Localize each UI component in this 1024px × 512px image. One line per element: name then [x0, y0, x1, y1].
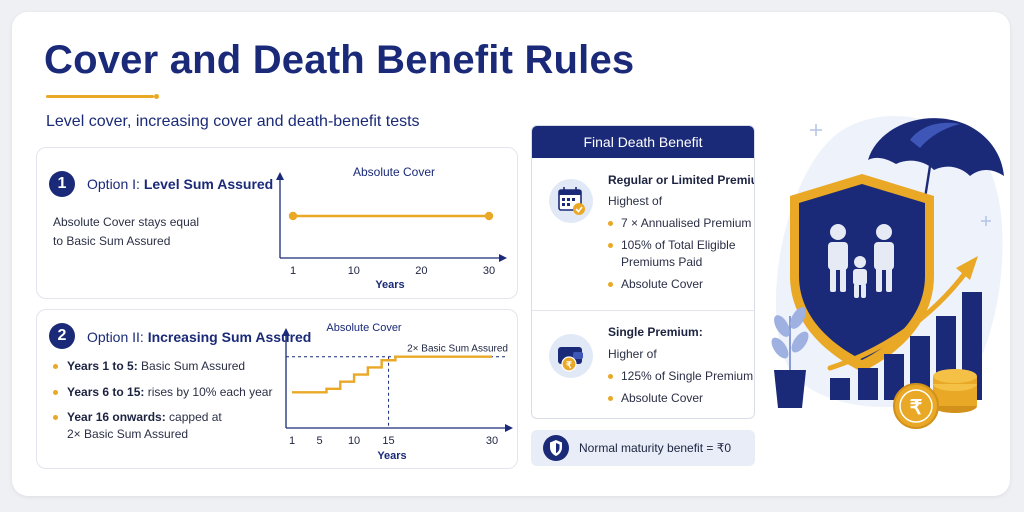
sparkle-icon	[981, 216, 991, 226]
chart-1-tick-label: 1	[290, 265, 296, 277]
chart-2-tick-label: 15	[382, 435, 394, 447]
option-2-number: 2	[49, 323, 75, 349]
svg-text:₹: ₹	[566, 360, 572, 370]
option-2-bullet-1: Years 1 to 5: Basic Sum Assured	[53, 358, 245, 375]
title-underline	[46, 94, 159, 99]
single-item-2: Absolute Cover	[608, 390, 703, 407]
chart-2-tick-label: 1	[289, 435, 295, 447]
insurance-illustration: ₹	[771, 116, 1004, 429]
calendar-icon	[549, 179, 593, 223]
chart-2-tick-label: 5	[317, 435, 323, 447]
chart-1-tick-label: 20	[415, 265, 427, 277]
page-title: Cover and Death Benefit Rules	[44, 38, 635, 82]
option-1-desc-line2: to Basic Sum Assured	[53, 234, 171, 248]
chart-2-series-line	[292, 355, 492, 394]
chart-1: Absolute Cover 1 10 20 30 Years	[276, 165, 507, 291]
chart-1-y-arrow	[276, 172, 284, 180]
single-premium-intro: Higher of	[608, 347, 657, 361]
chart-1-tick-label: 30	[483, 265, 495, 277]
chart-1-xlabel: Years	[375, 279, 404, 291]
option-2-heading: Option II: Increasing Sum Assured	[87, 329, 311, 345]
plant-icon	[771, 307, 809, 408]
option-2-label: Option II:	[87, 329, 144, 345]
final-death-benefit-panel: Final Death Benefit Regular or Limited P…	[531, 125, 755, 419]
option-1-description: Absolute Cover stays equal to Basic Sum …	[53, 213, 199, 251]
option-1-heading: Option I: Level Sum Assured	[87, 176, 273, 192]
final-death-benefit-title: Final Death Benefit	[532, 126, 754, 158]
chart-2-tick-label: 10	[348, 435, 360, 447]
svg-text:₹: ₹	[910, 397, 923, 419]
option-1-panel: 1 Option I: Level Sum Assured Absolute C…	[36, 147, 518, 299]
regular-premium-intro: Highest of	[608, 194, 663, 208]
option-1-label: Option I:	[87, 176, 140, 192]
option-1-number: 1	[49, 171, 75, 197]
chart-2-tick-label: 30	[486, 435, 498, 447]
chart-1-tick-label: 10	[348, 265, 360, 277]
chart-2-y-arrow	[282, 328, 290, 336]
chart-1-point	[288, 211, 298, 221]
sparkle-icon	[810, 124, 822, 136]
regular-item-2: 105% of Total Eligible Premiums Paid	[608, 237, 736, 271]
option-1-desc-line1: Absolute Cover stays equal	[53, 215, 200, 229]
regular-item-3: Absolute Cover	[608, 276, 703, 293]
maturity-benefit-bar: Normal maturity benefit = ₹0	[531, 430, 755, 466]
chart-2-xlabel: Years	[377, 450, 406, 462]
chart-1-title: Absolute Cover	[353, 165, 435, 179]
regular-item-1: 7 × Annualised Premium	[608, 215, 751, 232]
section-divider	[532, 310, 754, 311]
chart-2-cap-annotation: 2× Basic Sum Assured	[407, 344, 508, 355]
rupee-coins-icon: ₹	[893, 369, 977, 429]
option-1-name: Level Sum Assured	[143, 176, 274, 192]
single-item-1: 125% of Single Premium	[608, 368, 753, 385]
option-2-bullet-3: Year 16 onwards: capped at 2× Basic Sum A…	[53, 409, 222, 443]
wallet-icon: ₹	[549, 334, 593, 378]
shield-icon	[543, 435, 569, 461]
page-subtitle: Level cover, increasing cover and death-…	[46, 113, 420, 130]
regular-premium-heading: Regular or Limited Premium:	[608, 173, 754, 187]
maturity-benefit-text: Normal maturity benefit = ₹0	[579, 441, 732, 455]
chart-2-title: Absolute Cover	[326, 322, 402, 334]
growth-arrow-icon	[827, 256, 978, 371]
family-icon	[828, 224, 894, 298]
single-premium-heading: Single Premium:	[608, 325, 703, 339]
chart-2: Absolute Cover 2× Basic Sum Assured 1 5 10…	[282, 322, 513, 462]
option-2-name: Increasing Sum Assured	[147, 329, 312, 345]
chart-2-x-arrow	[505, 424, 513, 432]
chart-1-x-arrow	[499, 254, 507, 262]
option-2-bullet-2: Years 6 to 15: rises by 10% each year	[53, 384, 272, 401]
chart-1-point	[484, 211, 494, 221]
option-2-panel: 2 Option II: Increasing Sum Assured Year…	[36, 309, 518, 469]
